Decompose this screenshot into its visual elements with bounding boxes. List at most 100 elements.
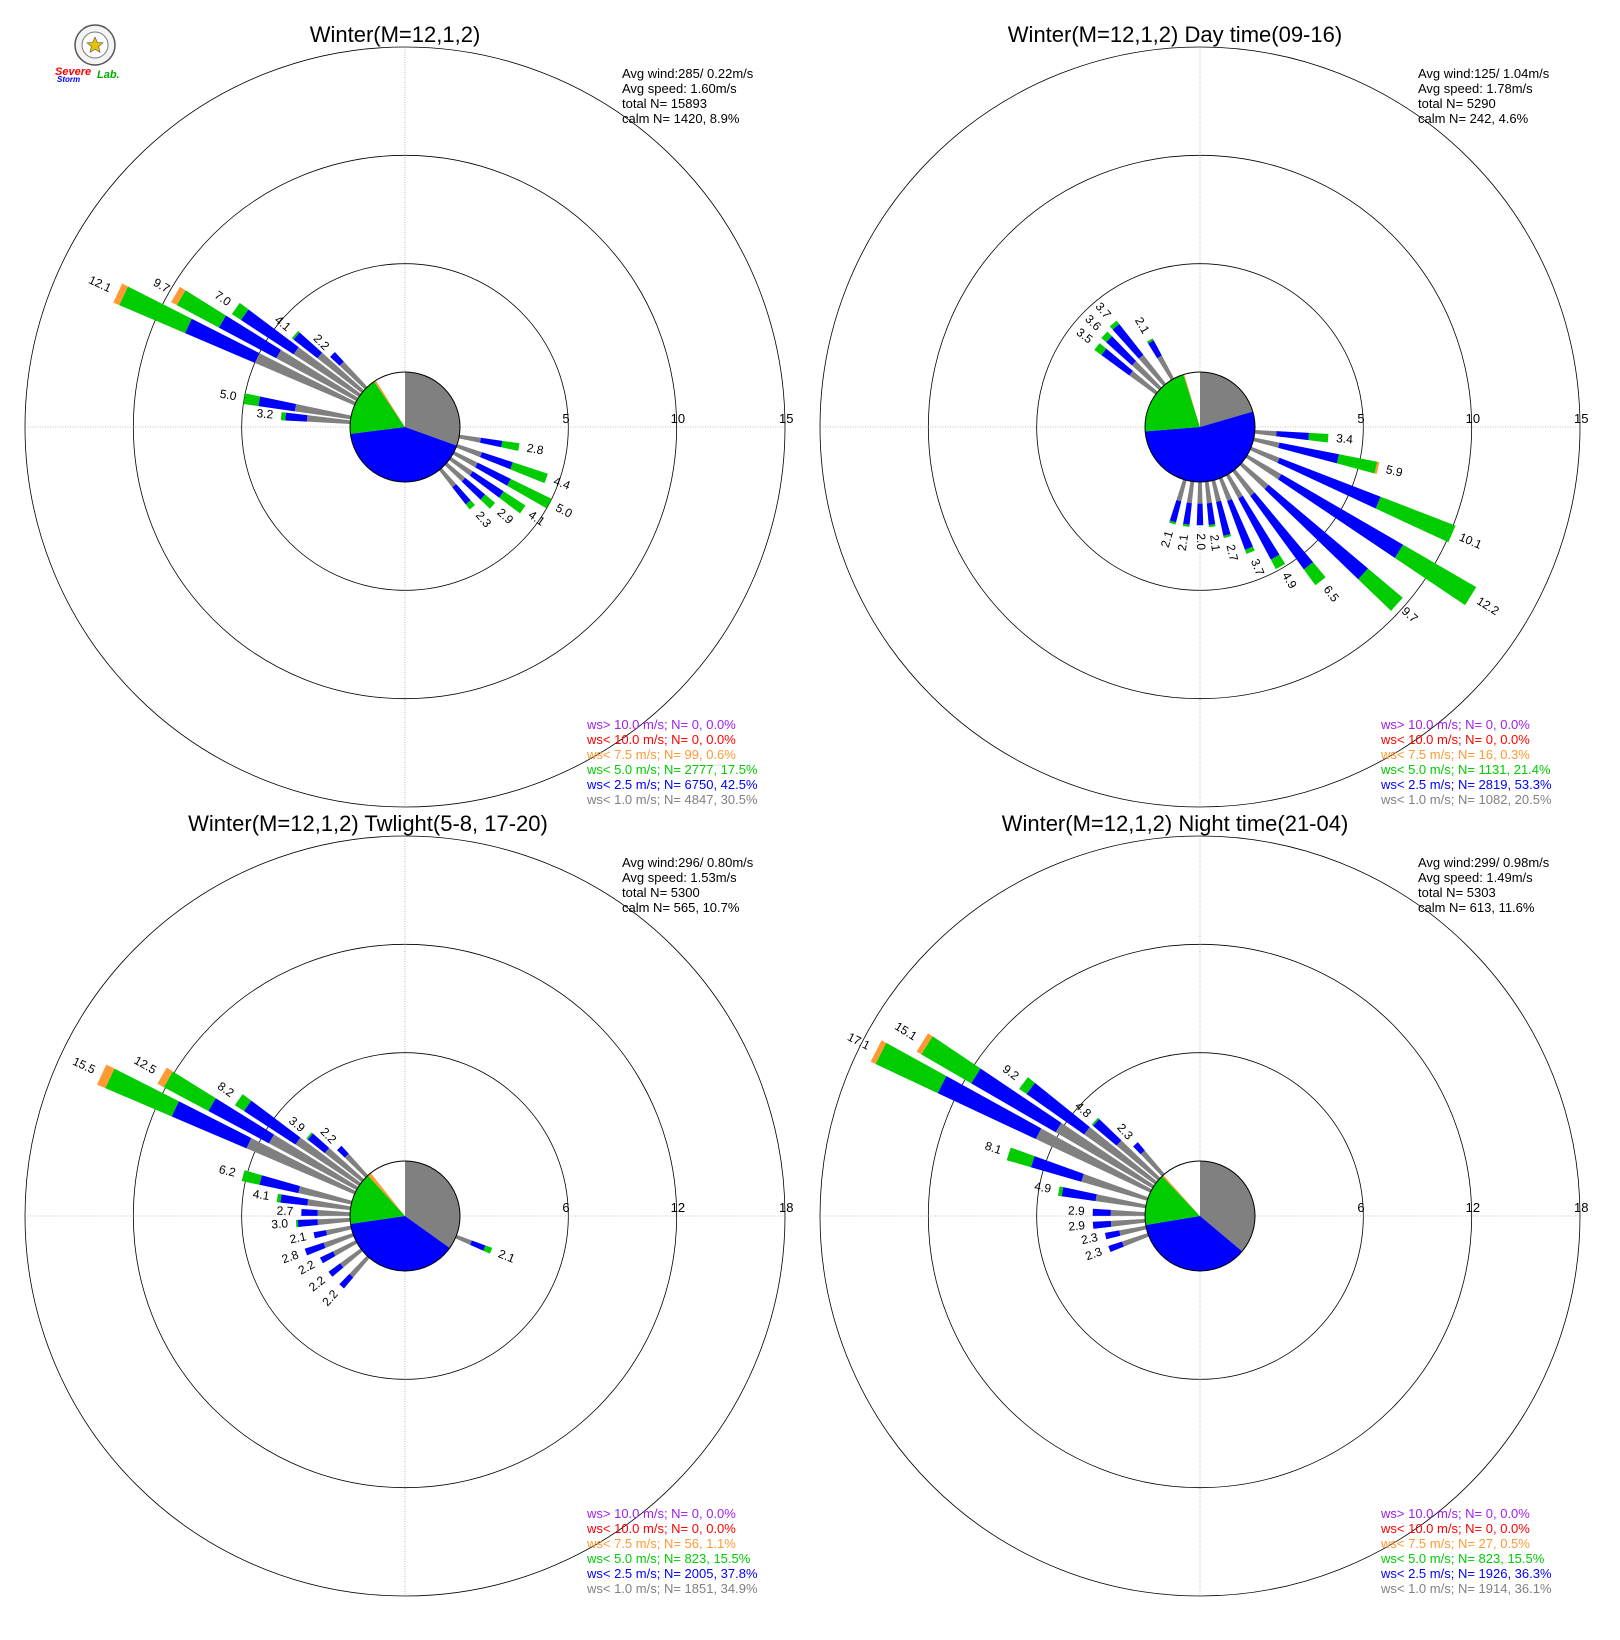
bar-value-label: 4.1 [252,1187,271,1203]
stat-avg-wind: Avg wind:285/ 0.22m/s [622,66,754,81]
range-tick-label: 6 [1357,1200,1364,1215]
range-tick-label: 5 [1357,411,1364,426]
bar-value-label: 3.7 [1248,557,1267,578]
bar-value-label: 2.3 [1083,1244,1104,1263]
wind-bar-segment [470,1240,486,1251]
wind-bar-segment [301,1208,318,1216]
bar-value-label: 9.7 [1399,604,1421,626]
legend-entry: ws< 7.5 m/s; N= 16, 0.3% [1380,747,1530,762]
wind-bar-segment [1140,1150,1165,1177]
wind-bar-segment [1057,1186,1064,1197]
logo-text-lab: Lab. [97,69,120,81]
bar-value-label: 3.2 [256,406,274,421]
legend-entry: ws> 10.0 m/s; N= 0, 0.0% [586,717,736,732]
stat-avg-speed: Avg speed: 1.53m/s [622,870,737,885]
wind-bar-segment [349,1255,370,1278]
legend-entry: ws< 5.0 m/s; N= 823, 15.5% [586,1551,751,1566]
wind-bar-segment [1303,562,1326,586]
wind-bar-segment [501,440,520,451]
wind-bar-segment [1138,354,1167,387]
wind-bar-segment [1264,484,1369,580]
bar-value-label: 2.1 [1158,529,1176,549]
calm-pie-slice [405,372,460,446]
legend-entry: ws> 10.0 m/s; N= 0, 0.0% [1380,717,1530,732]
wind-bar-segment [1110,1209,1146,1216]
bar-value-label: 2.7 [1223,543,1241,563]
range-tick-label: 18 [1574,1200,1588,1215]
bar-value-label: 5.0 [219,387,238,404]
wind-bar-segment [1232,469,1255,496]
wind-bar-segment [1035,1128,1152,1193]
wind-bar-segment [246,1138,356,1195]
wind-bar-segment [1106,336,1137,366]
legend-entry: ws> 10.0 m/s; N= 0, 0.0% [586,1506,736,1521]
wind-bar-segment [455,1234,472,1245]
wind-bar-segment [1218,477,1232,502]
bar-value-label: 2.9 [494,505,516,527]
wind-bar-segment [1169,499,1182,523]
wind-bar-segment [1277,457,1381,509]
wind-bar-segment [1006,1147,1035,1168]
wind-bar-segment [1278,474,1404,558]
wind-bar-segment [297,1219,318,1228]
panel-title: Winter(M=12,1,2) Day time(09-16) [1008,22,1342,47]
wind-bar-segment [499,491,526,514]
wind-bar-segment [268,1134,359,1191]
wind-bar-segment [456,444,482,458]
wind-bar-segment [344,1153,369,1178]
stat-total: total N= 5290 [1418,96,1496,111]
wind-bar-segment [1081,1173,1149,1201]
bar-value-label: 8.1 [983,1139,1004,1158]
logo-text-storm: Storm [57,75,80,84]
wind-bar-segment [157,1067,173,1088]
wind-bar-segment [1197,481,1203,504]
wind-bar-segment [937,1075,1042,1140]
wind-bar-segment [1101,331,1112,343]
bar-value-label: 5.0 [553,501,575,521]
stat-avg-wind: Avg wind:299/ 0.98m/s [1418,855,1550,870]
wind-bar-segment [185,318,260,363]
wind-bar-segment [254,353,356,406]
wind-bar-segment [510,462,548,484]
wind-bar-segment [1026,1082,1090,1135]
wind-bar-segment [258,396,297,412]
legend-entry: ws< 10.0 m/s; N= 0, 0.0% [586,732,736,747]
wind-bar-segment [241,1170,262,1185]
calm-pie-slice [1200,1161,1255,1252]
bar-value-label: 2.9 [1068,1218,1086,1233]
wind-bar-segment [875,1042,947,1094]
calm-pie-slice [349,1175,405,1224]
wind-bar-segment [1216,500,1231,536]
wind-bar-segment [1183,502,1192,525]
wind-bar-segment [243,393,261,407]
wind-bar-segment [1119,1225,1147,1236]
wind-bar-segment [339,1273,354,1289]
calm-pie-slice [1145,1216,1243,1271]
wind-bar-segment [458,434,481,443]
wind-bar-segment [259,1175,301,1194]
calm-pie-slice [1184,372,1200,427]
calm-pie-slice [367,1172,405,1216]
wind-bar-segment [1133,1142,1145,1155]
wind-bar-segment [324,1147,365,1183]
wind-bar-segment [1250,492,1314,570]
legend-entry: ws< 1.0 m/s; N= 4847, 30.5% [586,792,758,807]
wind-bar-segment [916,1033,933,1055]
wind-bar-segment [1253,437,1280,448]
wind-bar-segment [1249,446,1280,463]
wind-bar-segment [1091,1117,1100,1126]
stat-avg-speed: Avg speed: 1.49m/s [1418,870,1533,885]
bar-value-label: 9.2 [1000,1062,1022,1083]
wind-bar-segment [323,1233,354,1248]
wind-bar-segment [483,1245,493,1254]
calm-pie-slice [1162,1174,1200,1216]
stat-calm: calm N= 565, 10.7% [622,900,740,915]
wind-bar-segment [444,462,466,482]
legend-entry: ws< 1.0 m/s; N= 1914, 36.1% [1380,1581,1552,1596]
wind-bar-segment [1146,338,1154,344]
wind-bar-segment [1394,544,1477,606]
legend-entry: ws< 2.5 m/s; N= 6750, 42.5% [586,777,758,792]
stat-calm: calm N= 242, 4.6% [1418,111,1529,126]
wind-bar-segment [475,462,511,486]
legend-entry: ws< 10.0 m/s; N= 0, 0.0% [586,1521,736,1536]
